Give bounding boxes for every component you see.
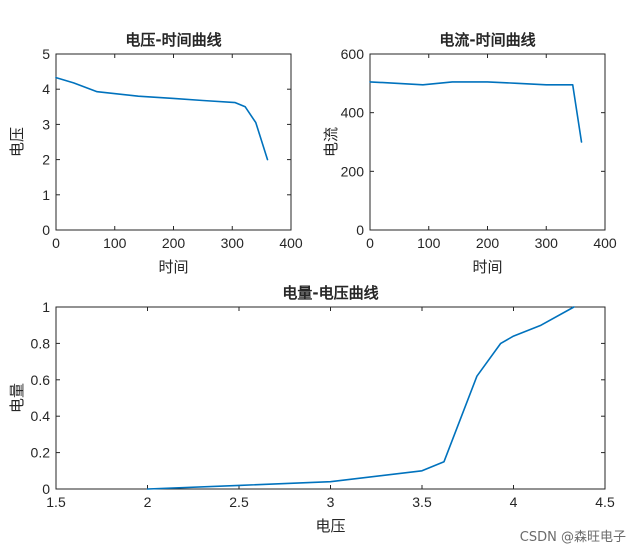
- charge-voltage-y-tick-label: 0.8: [31, 335, 51, 351]
- current-time-y-tick-label: 0: [356, 222, 364, 238]
- voltage-time-y-tick-label: 2: [42, 152, 50, 168]
- voltage-time-x-tick-label: 0: [52, 235, 60, 251]
- current-time-y-tick-label: 600: [341, 46, 365, 62]
- charge-voltage-y-tick-label: 0.6: [31, 372, 51, 388]
- voltage-time-y-tick-label: 5: [42, 46, 50, 62]
- current-time-x-tick-label: 0: [366, 235, 374, 251]
- charge-voltage-x-tick-label: 2: [144, 494, 152, 510]
- current-time-y-axis-label: 电流: [322, 127, 340, 157]
- charge-voltage-x-tick-label: 1.5: [46, 494, 66, 510]
- charge-voltage-x-tick-label: 3: [327, 494, 335, 510]
- voltage-time-y-tick-label: 3: [42, 116, 50, 132]
- voltage-time-y-tick-label: 0: [42, 222, 50, 238]
- watermark: CSDN @森旺电子: [519, 530, 626, 545]
- voltage-time-x-tick-label: 200: [162, 235, 186, 251]
- charge-voltage-y-tick-label: 0.2: [31, 445, 51, 461]
- current-time-x-tick-label: 300: [535, 235, 559, 251]
- charge-voltage-y-tick-label: 0.4: [31, 408, 51, 424]
- voltage-time-y-tick-label: 4: [42, 81, 50, 97]
- charge-voltage-x-tick-label: 2.5: [229, 494, 249, 510]
- current-time-y-tick-label: 200: [341, 163, 365, 179]
- charge-voltage-title: 电量-电压曲线: [282, 284, 378, 302]
- current-time-plot-frame: [369, 53, 606, 231]
- voltage-time-x-tick-label: 400: [279, 235, 303, 251]
- current-time-x-axis-label: 时间: [472, 258, 502, 276]
- current-time-x-tick-label: 400: [593, 235, 617, 251]
- charge-voltage-y-axis-label: 电量: [8, 383, 26, 413]
- charge-voltage-x-tick-label: 3.5: [412, 494, 432, 510]
- voltage-time-title: 电压-时间曲线: [125, 31, 221, 49]
- current-time-series-line: [369, 81, 583, 143]
- voltage-time-y-tick-label: 1: [42, 187, 50, 203]
- charge-voltage-y-tick-label: 1: [42, 299, 50, 315]
- charge-voltage-x-tick-label: 4.5: [595, 494, 615, 510]
- voltage-time-x-tick-label: 300: [221, 235, 245, 251]
- charge-voltage-plot-frame: [55, 306, 606, 490]
- charge-voltage-series-line: [146, 306, 575, 490]
- current-time-x-tick-label: 200: [476, 235, 500, 251]
- current-time-y-tick-label: 400: [341, 105, 365, 121]
- charge-voltage-y-tick-label: 0: [42, 481, 50, 497]
- voltage-time-y-axis-label: 电压: [8, 127, 26, 157]
- current-time-x-tick-label: 100: [417, 235, 441, 251]
- voltage-time-series-line: [55, 76, 269, 161]
- charge-voltage-x-tick-label: 4: [510, 494, 518, 510]
- voltage-time-x-axis-label: 时间: [158, 258, 188, 276]
- current-time-title: 电流-时间曲线: [439, 31, 535, 49]
- voltage-time-plot-frame: [55, 53, 292, 231]
- voltage-time-x-tick-label: 100: [103, 235, 127, 251]
- charge-voltage-x-axis-label: 电压: [315, 517, 345, 535]
